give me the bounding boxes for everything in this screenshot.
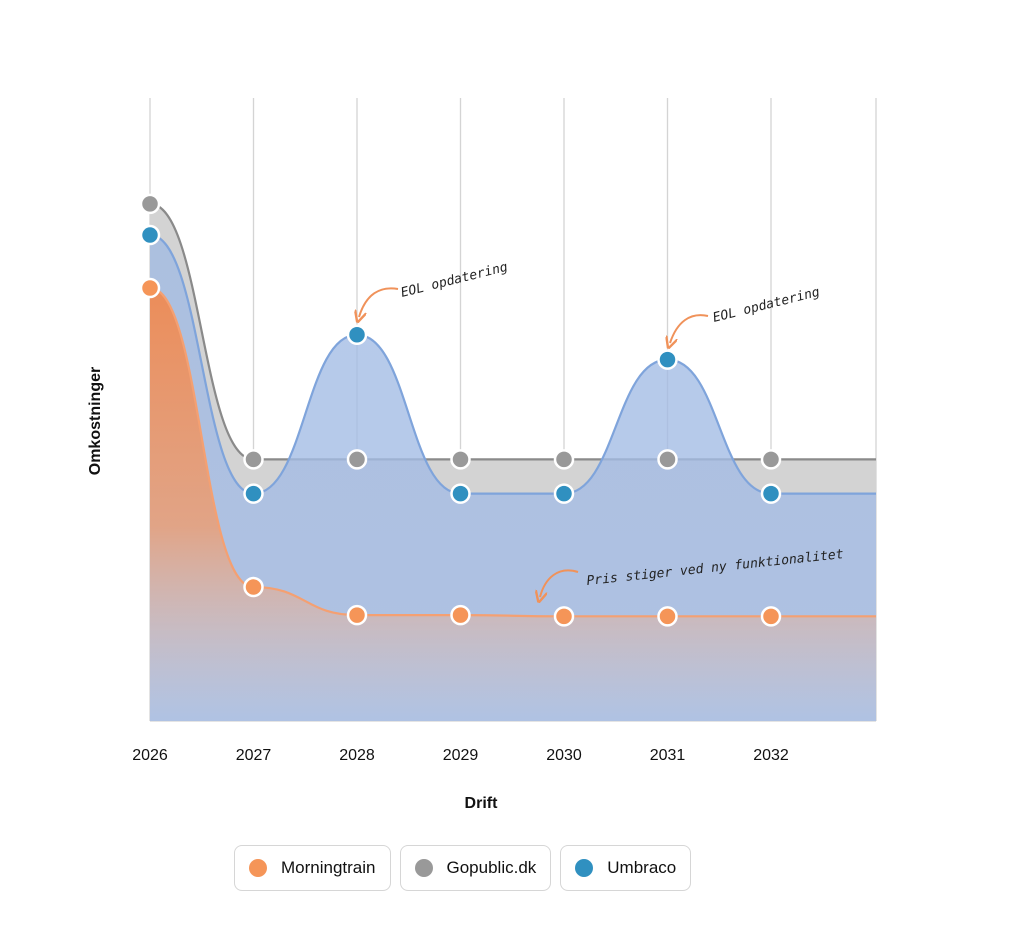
- x-tick-label: 2026: [132, 747, 168, 764]
- point-morningtrain-2031[interactable]: [657, 606, 678, 627]
- point-umbraco-2029[interactable]: [450, 483, 471, 504]
- annotation-text: EOL opdatering: [399, 260, 509, 301]
- point-morningtrain-2030[interactable]: [553, 606, 575, 627]
- point-morningtrain-2026[interactable]: [139, 277, 161, 299]
- point-morningtrain-2028[interactable]: [346, 604, 368, 626]
- x-tick-label: 2029: [443, 747, 479, 764]
- point-morningtrain-2029[interactable]: [450, 604, 471, 626]
- point-umbraco-2030[interactable]: [553, 483, 575, 504]
- point-gopublicdk-2027[interactable]: [243, 449, 264, 470]
- umbraco-area: [150, 235, 876, 721]
- annotation-arrow: [670, 314, 709, 343]
- x-tick-label: 2030: [546, 747, 582, 764]
- axis-labels: 2026 2027 2028 2029 2030 2031 2032 Drift Omkostn…: [87, 367, 789, 812]
- x-tick-label: 2031: [650, 747, 686, 764]
- point-umbraco-2031[interactable]: [657, 349, 678, 370]
- annotation-arrow: [359, 287, 399, 317]
- point-gopublicdk-2026[interactable]: [139, 193, 161, 215]
- point-umbraco-2032[interactable]: [760, 483, 782, 504]
- annotation-text: EOL opdatering: [711, 285, 821, 326]
- legend-item-morningtrain[interactable]: Morningtrain: [234, 845, 391, 891]
- point-gopublicdk-2032[interactable]: [760, 449, 782, 470]
- point-umbraco-2026[interactable]: [139, 224, 161, 246]
- legend-item-gopublic[interactable]: Gopublic.dk: [399, 845, 552, 891]
- point-gopublicdk-2028[interactable]: [346, 449, 368, 470]
- point-gopublicdk-2030[interactable]: [553, 449, 575, 470]
- legend-swatch-umbraco: [575, 859, 594, 877]
- legend-swatch-morningtrain: [249, 859, 267, 877]
- data-points: [139, 193, 782, 627]
- point-umbraco-2027[interactable]: [243, 483, 264, 504]
- x-axis-title: Drift: [465, 795, 499, 812]
- point-gopublicdk-2031[interactable]: [657, 449, 678, 470]
- point-umbraco-2028[interactable]: [346, 324, 368, 345]
- y-axis-title: Omkostninger: [87, 367, 104, 475]
- x-tick-label: 2028: [339, 747, 375, 764]
- point-gopublicdk-2029[interactable]: [450, 449, 471, 470]
- annotation-arrow: [540, 569, 579, 597]
- point-morningtrain-2027[interactable]: [243, 576, 264, 598]
- point-morningtrain-2032[interactable]: [760, 606, 782, 627]
- gopublic-line: [149, 202, 876, 461]
- x-tick-label: 2027: [236, 747, 272, 764]
- legend-label: Morningtrain: [281, 858, 376, 877]
- legend: Morningtrain Gopublic.dk Umbraco: [234, 845, 692, 891]
- x-tick-label: 2032: [753, 747, 789, 764]
- legend-label: Umbraco: [607, 858, 677, 877]
- legend-item-umbraco[interactable]: Umbraco: [560, 845, 692, 891]
- legend-swatch-gopublic: [414, 859, 433, 877]
- legend-label: Gopublic.dk: [446, 858, 537, 877]
